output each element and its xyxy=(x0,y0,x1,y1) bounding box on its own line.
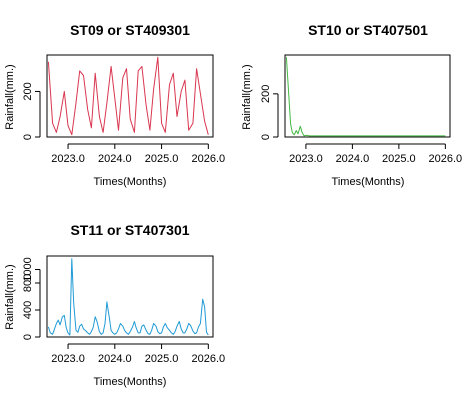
x-axis-label: Times(Months) xyxy=(332,176,405,188)
chart-title: ST09 or ST409301 xyxy=(70,22,190,38)
chart-panel-st10: ST10 or ST407501 Times(Months) Rainfall(… xyxy=(241,22,462,188)
series-line xyxy=(47,258,209,336)
series-line xyxy=(47,56,209,136)
x-tick-label: 2023.0 xyxy=(51,353,85,365)
x-tick-label: 2023.0 xyxy=(51,153,85,165)
y-tick-label: 0 xyxy=(22,134,34,140)
y-tick-label: 200 xyxy=(22,82,34,100)
y-tick-label: 0 xyxy=(260,134,272,140)
y-tick-label: 800 xyxy=(22,274,34,292)
x-tick-label: 2024.0 xyxy=(98,353,132,365)
x-tick-label: 2024.0 xyxy=(98,153,132,165)
y-tick-label: 200 xyxy=(260,85,272,103)
y-axis-label: Rainfall(mm.) xyxy=(4,64,16,129)
y-tick-label: 400 xyxy=(22,301,34,319)
x-axis-label: Times(Months) xyxy=(94,176,167,188)
plot-frame xyxy=(284,54,451,138)
chart-panel-st11: ST11 or ST407301 Times(Months) Rainfall(… xyxy=(4,222,225,388)
x-tick-label: 2025.0 xyxy=(145,353,179,365)
x-tick-label: 2026.0 xyxy=(191,353,225,365)
series-line xyxy=(285,57,446,137)
x-axis-label: Times(Months) xyxy=(94,376,167,388)
x-tick-label: 2025.0 xyxy=(382,153,416,165)
y-axis-label: Rainfall(mm.) xyxy=(4,264,16,329)
x-tick-label: 2026.0 xyxy=(191,153,225,165)
chart-panel-st09: ST09 or ST409301 Times(Months) Rainfall(… xyxy=(4,22,225,188)
y-tick-label: 0 xyxy=(22,334,34,340)
plot-frame xyxy=(46,255,214,338)
x-tick-label: 2024.0 xyxy=(336,153,370,165)
y-tick-label: 1000 xyxy=(22,257,34,281)
x-tick-label: 2023.0 xyxy=(289,153,323,165)
x-tick-label: 2025.0 xyxy=(145,153,179,165)
chart-title: ST10 or ST407501 xyxy=(308,22,428,38)
plot-frame xyxy=(46,54,214,138)
x-tick-label: 2026.0 xyxy=(429,153,463,165)
y-axis-label: Rainfall(mm.) xyxy=(241,64,253,129)
chart-title: ST11 or ST407301 xyxy=(70,222,189,238)
